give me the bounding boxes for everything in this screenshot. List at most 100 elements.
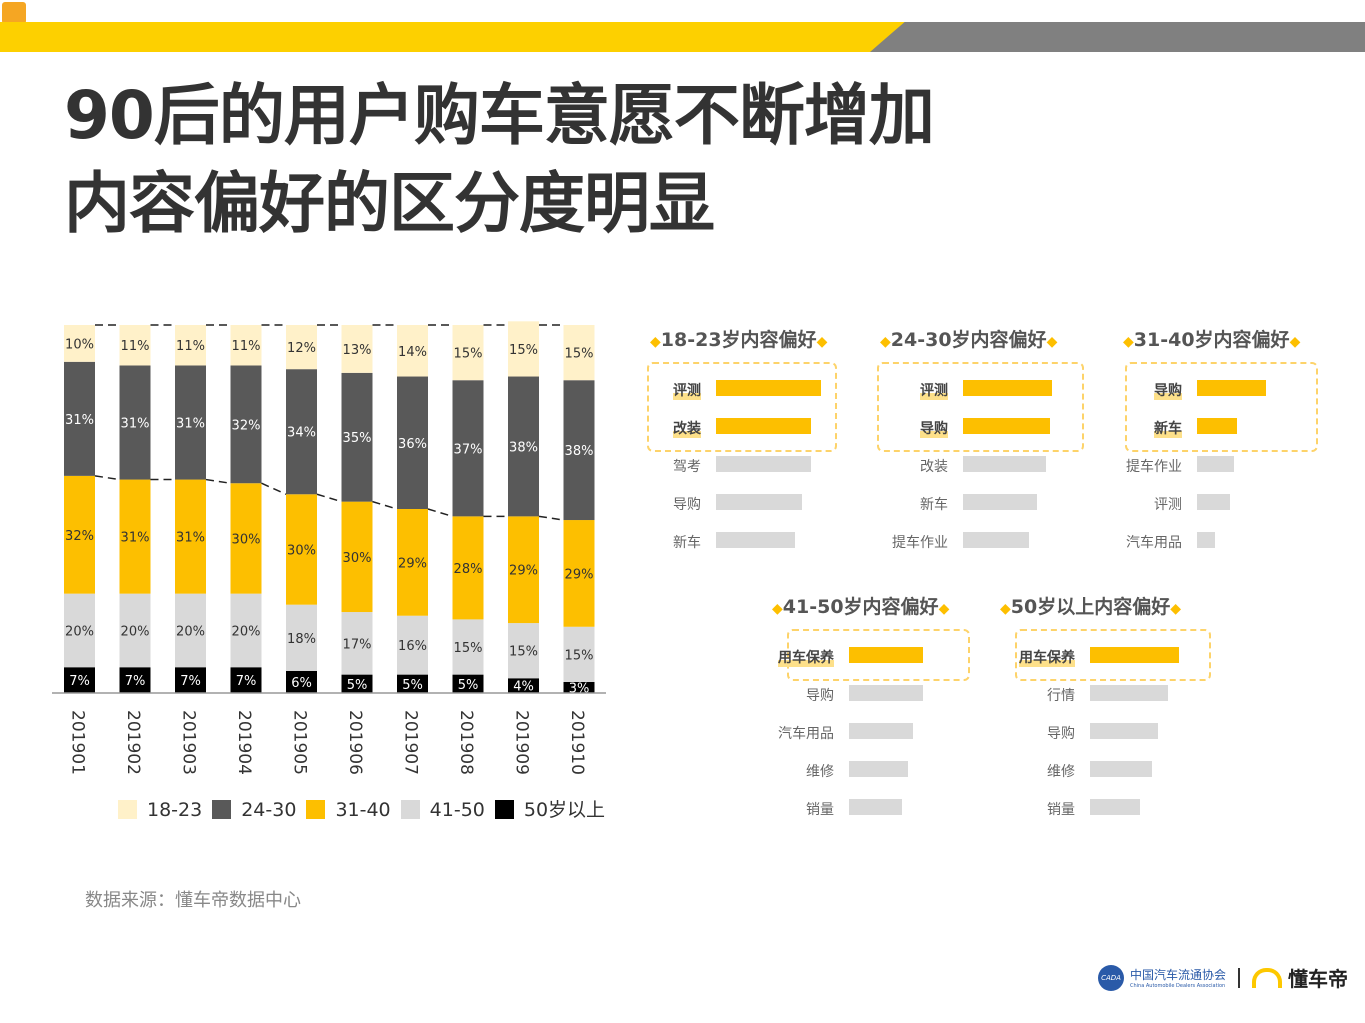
cada-logo: CADA	[1098, 964, 1124, 991]
bar-segment	[341, 372, 373, 502]
data-label: 36%	[398, 437, 427, 452]
bar-segment	[64, 593, 95, 668]
legend-swatch	[494, 800, 514, 819]
pref-label: 新车	[920, 497, 948, 513]
data-label: 35%	[343, 431, 372, 446]
bar-segment	[452, 674, 484, 693]
dongchedi-logo-icon	[1252, 967, 1283, 988]
bar-segment	[230, 325, 262, 366]
trend-line	[261, 482, 287, 495]
bar-segment	[452, 619, 484, 675]
trend-line	[538, 515, 564, 521]
top-bar-gray	[870, 22, 1365, 52]
panel-title: ◆24-30岁内容偏好◆	[880, 329, 1058, 351]
x-tick-label: 201908	[456, 710, 476, 775]
bar-segment	[397, 674, 428, 693]
data-label: 6%	[291, 676, 312, 691]
title-line1: 90后的用户购车意愿不断增加	[64, 77, 935, 154]
pref-label: 行情	[1047, 688, 1075, 704]
note-icon[interactable]	[2, 2, 26, 24]
bar-segment	[508, 678, 539, 693]
panel-title: ◆41-50岁内容偏好◆	[772, 596, 950, 618]
diamond-icon: ◆	[1170, 601, 1182, 617]
panel-title: ◆31-40岁内容偏好◆	[1123, 329, 1301, 351]
data-label: 29%	[509, 564, 538, 579]
bar-segment	[64, 361, 95, 476]
data-label: 31%	[121, 531, 150, 546]
highlight-box	[877, 362, 1084, 452]
diamond-icon: ◆	[1123, 334, 1134, 350]
bar-segment	[119, 479, 151, 594]
data-label: 18%	[287, 632, 316, 647]
pref-label: 导购	[1047, 726, 1075, 742]
data-label: 29%	[398, 556, 427, 571]
data-label: 34%	[287, 426, 316, 441]
footer-logos: CADA 中国汽车流通协会 China Automobile Dealers A…	[1098, 963, 1348, 992]
bar-segment	[64, 475, 95, 594]
data-label: 20%	[232, 624, 261, 639]
pref-label: 导购	[1154, 380, 1182, 400]
data-label: 37%	[454, 442, 483, 457]
bar-segment	[230, 593, 262, 668]
data-label: 5%	[458, 678, 479, 693]
pref-bar	[963, 456, 1046, 472]
pref-label: 评测	[1154, 497, 1182, 513]
bar-segment	[64, 667, 95, 693]
x-tick-label: 201901	[68, 710, 88, 775]
legend-item: 24-30	[212, 799, 296, 821]
pref-label: 汽车用品	[1126, 535, 1182, 551]
bar-segment	[563, 520, 595, 627]
bar-segment	[341, 501, 373, 613]
pref-bar	[1197, 456, 1234, 472]
bar-segment	[563, 325, 595, 381]
trend-line	[94, 475, 120, 481]
pref-label: 提车作业	[892, 535, 948, 551]
pref-bar	[849, 685, 923, 701]
diamond-icon: ◆	[1000, 601, 1011, 617]
pref-bar	[849, 761, 908, 777]
data-label: 15%	[454, 641, 483, 656]
pref-bar	[963, 532, 1029, 548]
data-source: 数据来源：懂车帝数据中心	[85, 890, 301, 911]
highlight-box	[1015, 629, 1211, 681]
data-label: 20%	[65, 624, 94, 639]
data-label: 31%	[176, 417, 205, 432]
data-label: 15%	[509, 645, 538, 660]
pref-label: 用车保养	[1019, 647, 1075, 667]
pref-label: 新车	[1154, 418, 1182, 438]
legend-swatch	[400, 800, 420, 819]
data-label: 38%	[509, 440, 538, 455]
pref-label: 导购	[806, 688, 834, 704]
pref-bar	[1197, 532, 1215, 548]
bar-segment	[119, 593, 151, 668]
legend: 18-23 24-30 31-40 41-50 50岁以上	[118, 795, 615, 822]
x-tick-label: 201910	[567, 710, 587, 775]
data-label: 15%	[565, 648, 594, 663]
x-tick-label: 201902	[123, 710, 143, 775]
trend-line	[427, 508, 453, 518]
pref-bar	[963, 494, 1037, 510]
brand-name: 懂车帝	[1288, 967, 1349, 991]
diamond-icon: ◆	[650, 334, 661, 350]
data-label: 30%	[287, 543, 316, 558]
data-label: 31%	[176, 531, 205, 546]
pref-label: 销量	[806, 802, 834, 818]
legend-label: 31-40	[335, 799, 391, 821]
trend-line	[205, 478, 231, 484]
pref-label: 提车作业	[1126, 459, 1182, 475]
pref-label: 用车保养	[778, 647, 834, 667]
x-tick-label: 201905	[290, 710, 310, 775]
divider	[1238, 967, 1241, 988]
diamond-icon: ◆	[816, 334, 828, 350]
pref-bar	[716, 418, 811, 434]
bar-segment	[452, 325, 484, 381]
data-label: 4%	[513, 680, 534, 695]
diamond-icon: ◆	[880, 334, 891, 350]
legend-swatch	[212, 800, 232, 819]
pref-label: 驾考	[673, 459, 701, 475]
bar-segment	[397, 509, 428, 616]
data-label: 32%	[232, 418, 261, 433]
bar-segment	[119, 667, 151, 693]
pref-bar	[963, 380, 1052, 396]
data-label: 7%	[236, 674, 257, 689]
